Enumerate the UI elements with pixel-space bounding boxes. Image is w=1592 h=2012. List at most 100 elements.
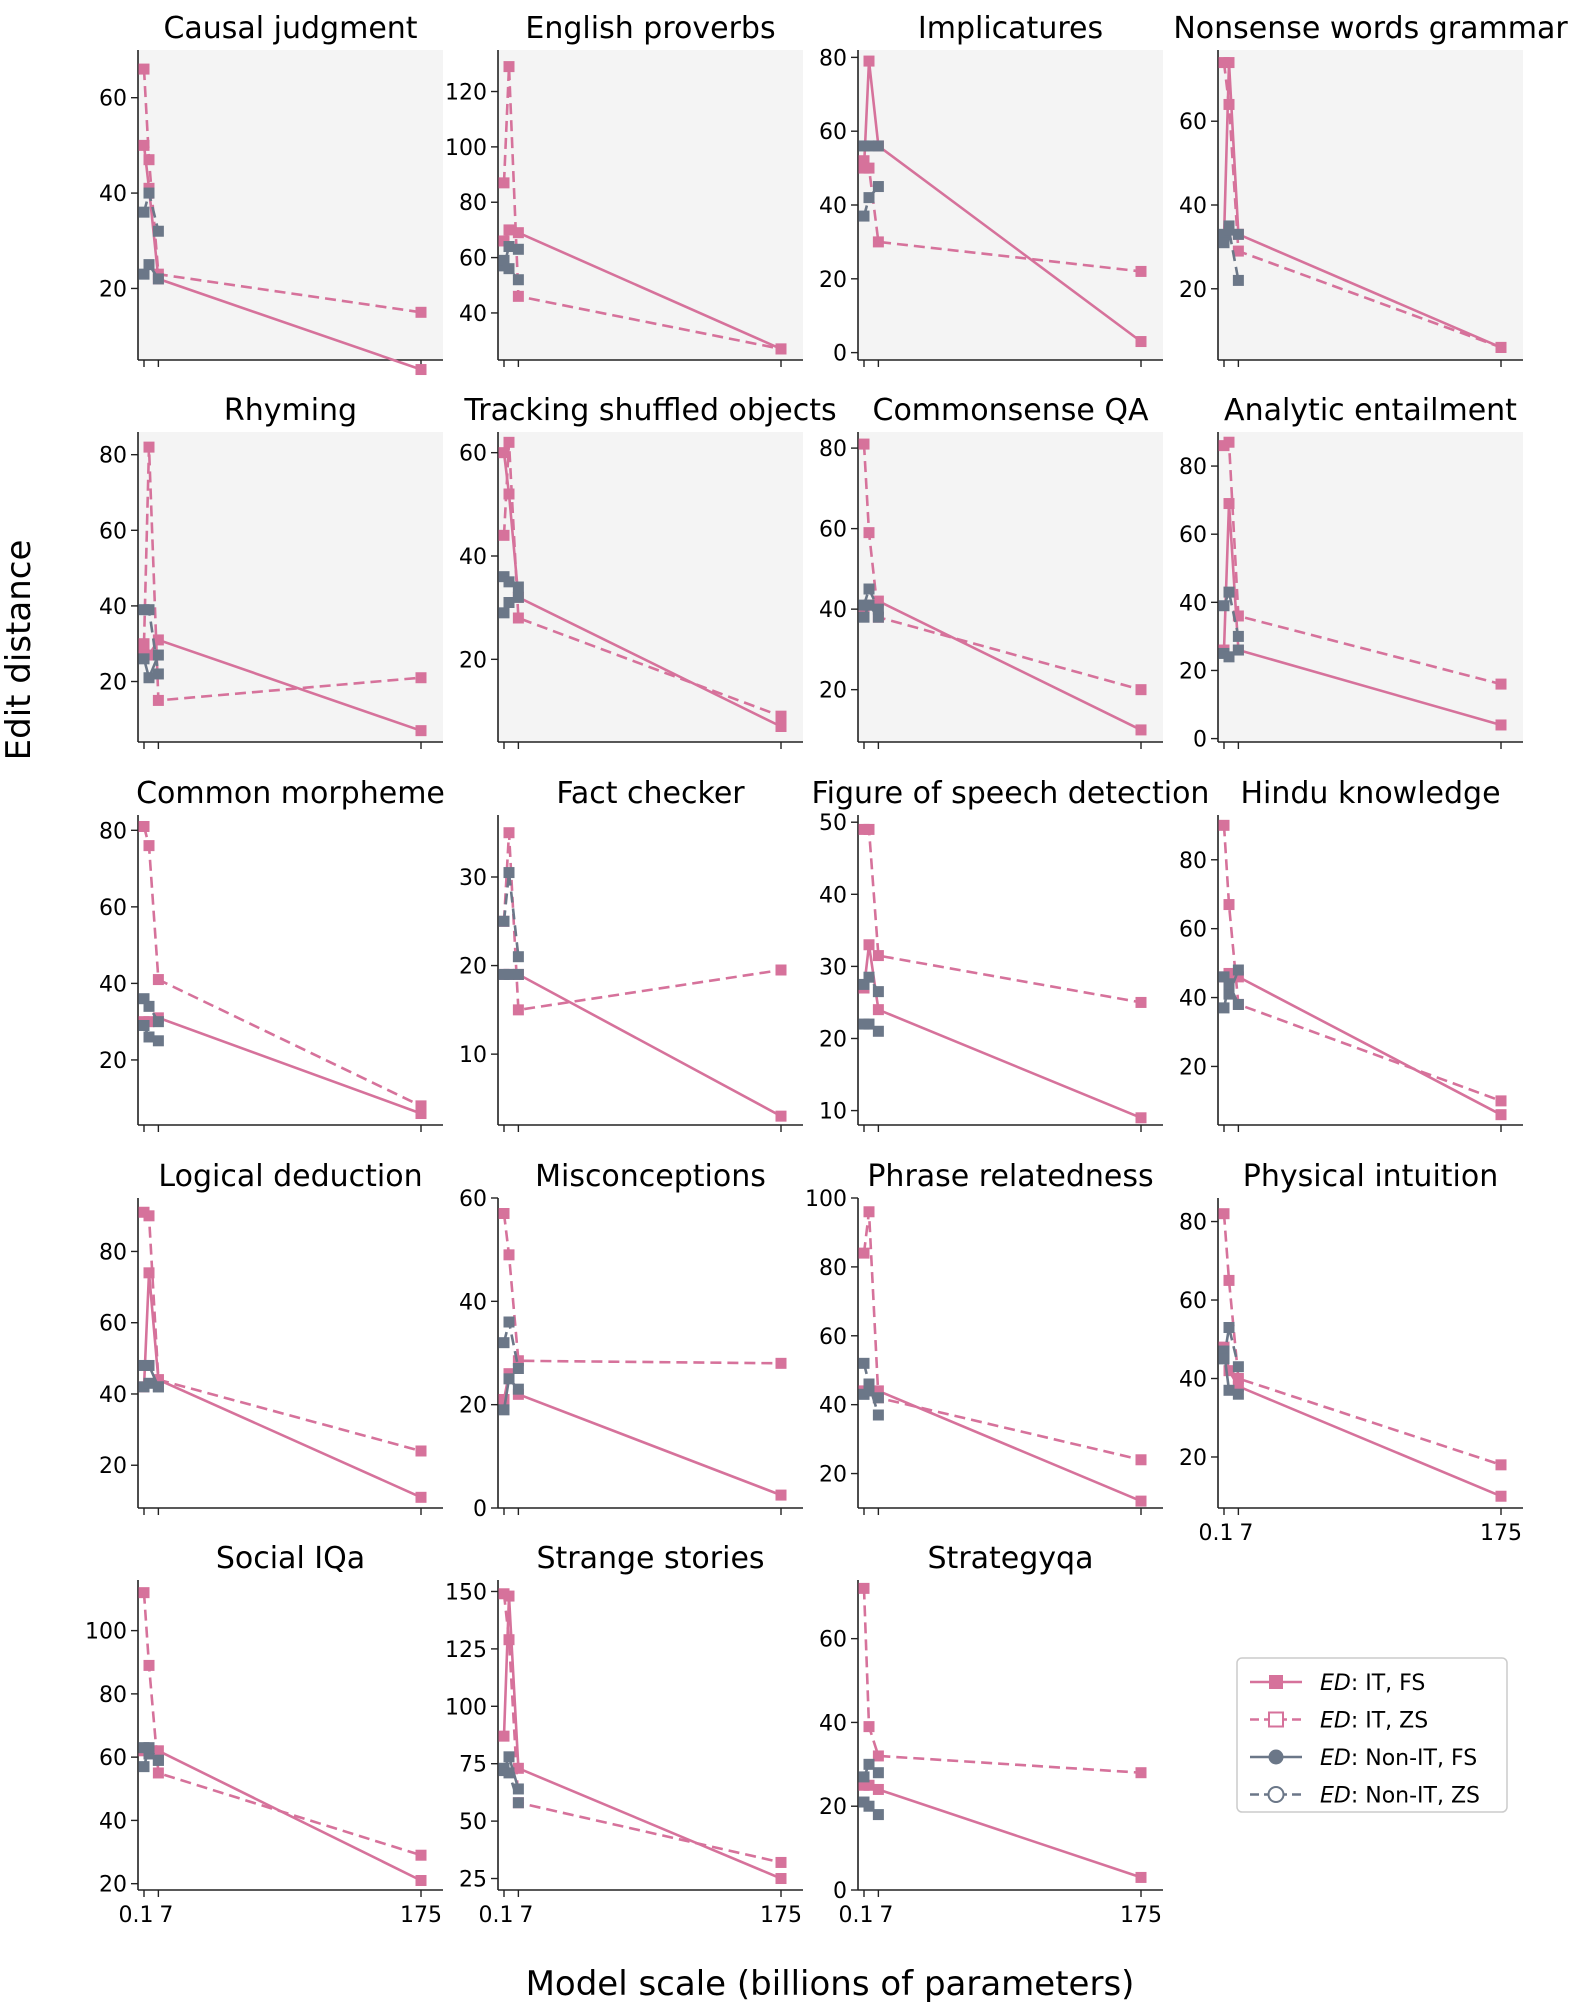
data-point — [512, 591, 524, 603]
subplot-title: Logical deduction — [158, 1159, 422, 1194]
x-tick-label: 7 — [1239, 1521, 1253, 1546]
y-tick-label: 100 — [445, 136, 487, 161]
x-tick-label: 175 — [1480, 1521, 1522, 1546]
x-tick-label: 7 — [879, 1903, 893, 1928]
y-tick-label: 80 — [1179, 849, 1207, 874]
subplot: Rhyming 20 40 60 80 — [99, 393, 443, 749]
data-point — [503, 1249, 515, 1261]
series-line — [1222, 825, 1502, 1103]
data-point — [863, 823, 875, 835]
data-point — [143, 1359, 155, 1371]
data-point — [775, 1357, 787, 1369]
data-point — [1223, 586, 1235, 598]
subplot-title: Figure of speech detection — [812, 776, 1210, 811]
data-point — [863, 527, 875, 539]
subplot: Figure of speech detection 10 20 30 40 50 — [812, 776, 1210, 1132]
series-line — [862, 1211, 1142, 1462]
y-tick-label: 40 — [819, 598, 847, 623]
data-point — [152, 1381, 164, 1393]
y-tick-label: 100 — [805, 1187, 847, 1212]
data-point — [143, 259, 155, 271]
data-point — [1218, 237, 1230, 249]
data-point — [512, 1363, 524, 1374]
data-point — [1135, 684, 1147, 696]
subplot-title: English proverbs — [525, 11, 775, 46]
y-tick-label: 40 — [1179, 1368, 1207, 1393]
data-point — [498, 1404, 510, 1416]
y-tick-label: 10 — [459, 1043, 487, 1068]
subplot-title: Tracking shuffled objects — [463, 393, 836, 428]
data-point — [138, 653, 150, 665]
series-line — [502, 872, 520, 957]
data-point — [863, 1378, 875, 1390]
y-tick-label: 80 — [819, 1256, 847, 1281]
data-point — [503, 597, 515, 608]
data-point — [138, 1761, 150, 1773]
legend-entry: ED: Non-IT, FS — [1250, 1746, 1477, 1771]
legend-text: : IT, ZS — [1351, 1709, 1428, 1734]
data-point — [143, 1267, 155, 1279]
data-point — [503, 61, 515, 73]
y-tick-label: 20 — [819, 1463, 847, 1488]
series-line — [864, 828, 1142, 1004]
legend-prefix: ED — [1320, 1784, 1351, 1809]
data-point — [498, 1588, 510, 1600]
data-point — [863, 939, 875, 951]
data-point — [1232, 630, 1244, 642]
y-tick-label: 20 — [1179, 1055, 1207, 1080]
data-point — [143, 154, 155, 166]
data-point — [152, 649, 164, 661]
data-point — [512, 1355, 524, 1367]
data-point — [1135, 1871, 1147, 1883]
data-point — [1135, 1495, 1147, 1507]
data-point — [138, 139, 150, 151]
y-tick-label: 20 — [1179, 659, 1207, 684]
x-tick-label: 175 — [760, 1903, 802, 1928]
data-point — [1232, 1380, 1244, 1392]
data-point — [152, 1374, 164, 1386]
legend-label: ED: IT, FS — [1320, 1671, 1425, 1696]
data-point — [512, 274, 524, 286]
y-tick-label: 150 — [445, 1580, 487, 1605]
data-point — [143, 672, 155, 684]
data-point — [498, 235, 510, 247]
data-point — [1232, 1388, 1244, 1400]
series-line — [1222, 1213, 1502, 1467]
data-point — [503, 867, 515, 879]
data-point — [858, 611, 870, 623]
data-point — [1495, 341, 1507, 353]
data-point — [1135, 265, 1147, 277]
data-point — [503, 1751, 515, 1763]
data-point — [775, 964, 787, 976]
data-point — [775, 1489, 787, 1501]
y-tick-label: 25 — [459, 1868, 487, 1893]
series-line — [144, 1016, 422, 1115]
series-line — [1223, 971, 1502, 1116]
y-tick-label: 0 — [473, 1497, 487, 1522]
data-point — [143, 1659, 155, 1671]
data-point — [143, 1031, 155, 1043]
series-line — [502, 442, 782, 718]
data-point — [863, 192, 875, 204]
data-point — [503, 576, 515, 588]
data-point — [498, 447, 510, 459]
data-point — [1232, 245, 1244, 257]
series-line — [1222, 62, 1502, 349]
data-point — [152, 1016, 164, 1028]
y-tick-label: 30 — [459, 866, 487, 891]
subplot-title: Rhyming — [224, 393, 357, 428]
data-point — [138, 820, 150, 832]
x-tick-label: 0.1 — [119, 1903, 154, 1928]
subplot: Nonsense words grammar 20 40 60 — [1173, 11, 1568, 367]
x-tick-label: 175 — [400, 1903, 442, 1928]
data-point — [1218, 819, 1230, 831]
data-point — [1495, 678, 1507, 690]
data-point — [1135, 1767, 1147, 1779]
series-line — [862, 944, 1142, 1120]
data-point — [503, 263, 515, 275]
data-point — [858, 1771, 870, 1783]
data-point — [1232, 971, 1244, 983]
y-tick-label: 80 — [819, 46, 847, 71]
subplot-title: Physical intuition — [1243, 1159, 1499, 1194]
